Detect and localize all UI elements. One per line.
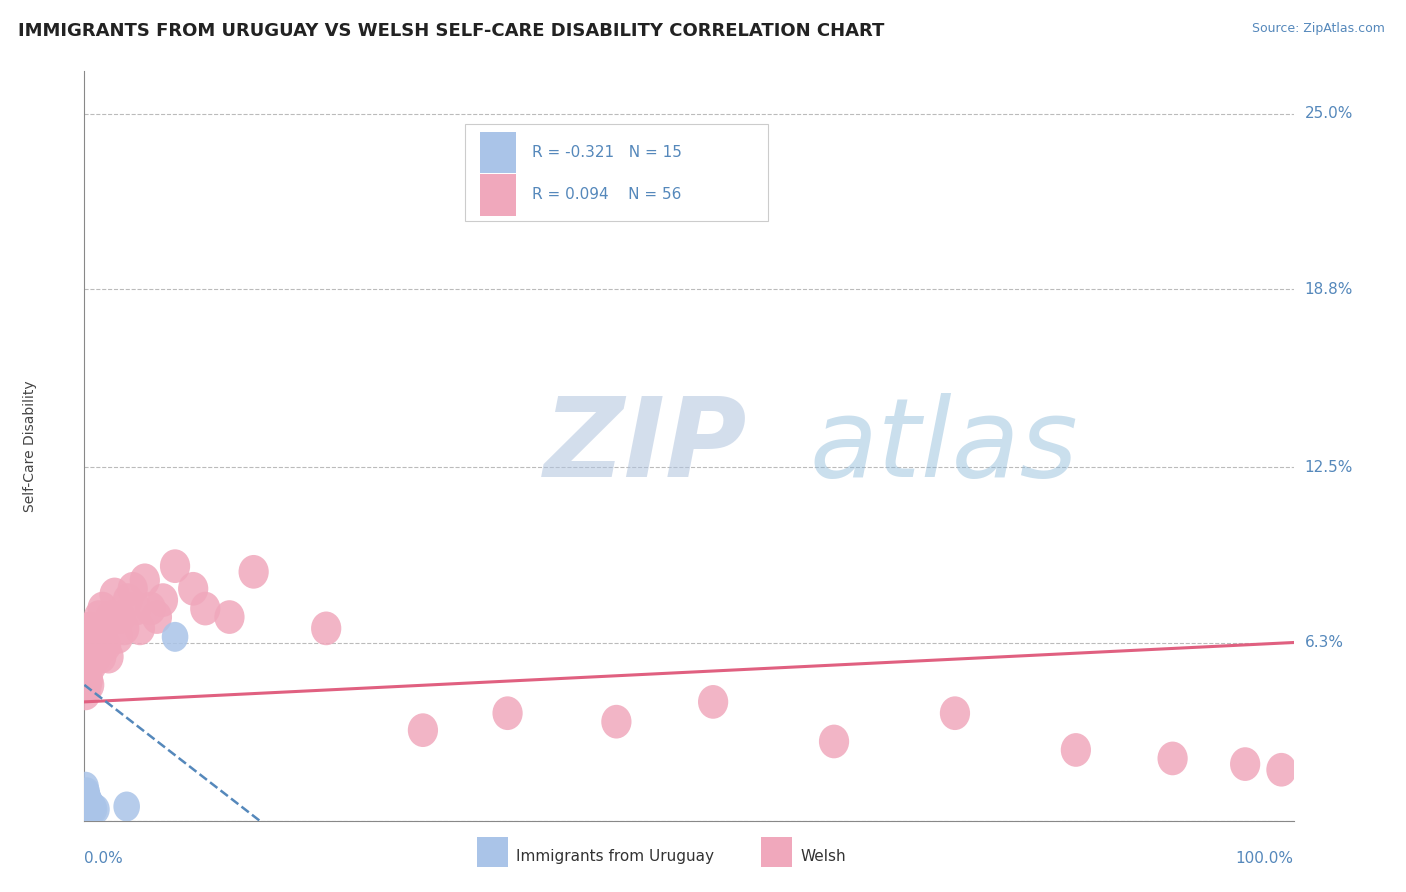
Ellipse shape (408, 714, 439, 747)
Ellipse shape (79, 795, 105, 824)
Ellipse shape (136, 591, 166, 625)
Ellipse shape (86, 640, 117, 673)
Ellipse shape (84, 600, 114, 634)
Ellipse shape (76, 612, 105, 645)
Ellipse shape (73, 780, 100, 810)
Ellipse shape (73, 640, 103, 673)
Ellipse shape (105, 600, 136, 634)
Ellipse shape (179, 572, 208, 606)
Ellipse shape (91, 629, 121, 662)
Ellipse shape (129, 564, 160, 597)
Text: 12.5%: 12.5% (1305, 459, 1353, 475)
Ellipse shape (311, 612, 342, 645)
Ellipse shape (73, 778, 100, 807)
Ellipse shape (80, 795, 107, 824)
Text: 6.3%: 6.3% (1305, 635, 1344, 650)
Ellipse shape (492, 697, 523, 730)
Text: atlas: atlas (810, 392, 1078, 500)
Ellipse shape (72, 629, 101, 662)
Ellipse shape (89, 612, 120, 645)
Ellipse shape (114, 791, 141, 822)
Ellipse shape (72, 648, 101, 682)
Text: IMMIGRANTS FROM URUGUAY VS WELSH SELF-CARE DISABILITY CORRELATION CHART: IMMIGRANTS FROM URUGUAY VS WELSH SELF-CA… (18, 22, 884, 40)
FancyBboxPatch shape (479, 132, 516, 173)
Text: Welsh: Welsh (800, 849, 846, 864)
Ellipse shape (73, 620, 103, 654)
Ellipse shape (80, 634, 110, 668)
Ellipse shape (87, 591, 118, 625)
Text: Source: ZipAtlas.com: Source: ZipAtlas.com (1251, 22, 1385, 36)
Ellipse shape (96, 600, 127, 634)
FancyBboxPatch shape (465, 124, 768, 221)
Ellipse shape (110, 612, 139, 645)
Ellipse shape (73, 663, 103, 696)
Ellipse shape (239, 555, 269, 589)
Ellipse shape (83, 620, 112, 654)
Ellipse shape (70, 676, 101, 710)
Ellipse shape (112, 583, 143, 617)
Ellipse shape (70, 640, 101, 673)
Ellipse shape (118, 572, 148, 606)
Text: Immigrants from Uruguay: Immigrants from Uruguay (516, 849, 714, 864)
Text: Self-Care Disability: Self-Care Disability (22, 380, 37, 512)
Text: 18.8%: 18.8% (1305, 282, 1353, 296)
Ellipse shape (72, 668, 101, 702)
Ellipse shape (1157, 741, 1188, 775)
Text: R = 0.094    N = 56: R = 0.094 N = 56 (531, 187, 681, 202)
Ellipse shape (80, 791, 105, 822)
Ellipse shape (84, 620, 115, 654)
Text: R = -0.321   N = 15: R = -0.321 N = 15 (531, 145, 682, 160)
Ellipse shape (75, 634, 104, 668)
Ellipse shape (77, 791, 104, 822)
Ellipse shape (76, 629, 107, 662)
Ellipse shape (83, 795, 110, 824)
Ellipse shape (1230, 747, 1260, 781)
Ellipse shape (75, 668, 104, 702)
Ellipse shape (214, 600, 245, 634)
Ellipse shape (818, 724, 849, 758)
Ellipse shape (75, 783, 101, 813)
Ellipse shape (697, 685, 728, 719)
Ellipse shape (75, 789, 101, 819)
Ellipse shape (939, 697, 970, 730)
Ellipse shape (76, 791, 103, 822)
Ellipse shape (72, 772, 98, 802)
Text: ZIP: ZIP (544, 392, 748, 500)
Ellipse shape (1060, 733, 1091, 767)
Ellipse shape (100, 578, 129, 611)
Ellipse shape (82, 640, 111, 673)
Ellipse shape (77, 640, 108, 673)
Ellipse shape (142, 600, 172, 634)
Ellipse shape (77, 789, 104, 819)
Ellipse shape (125, 612, 155, 645)
Ellipse shape (79, 620, 110, 654)
Ellipse shape (602, 705, 631, 739)
Ellipse shape (190, 591, 221, 625)
FancyBboxPatch shape (478, 837, 508, 867)
Ellipse shape (162, 622, 188, 652)
Ellipse shape (160, 549, 190, 583)
Ellipse shape (121, 591, 152, 625)
Ellipse shape (76, 786, 103, 816)
Ellipse shape (148, 583, 179, 617)
Ellipse shape (1267, 753, 1296, 787)
FancyBboxPatch shape (479, 174, 516, 216)
Ellipse shape (93, 640, 124, 673)
Text: 25.0%: 25.0% (1305, 106, 1353, 121)
Ellipse shape (75, 648, 104, 682)
Ellipse shape (103, 620, 134, 654)
Text: 100.0%: 100.0% (1236, 851, 1294, 865)
Ellipse shape (76, 648, 107, 682)
FancyBboxPatch shape (762, 837, 792, 867)
Text: 0.0%: 0.0% (84, 851, 124, 865)
Ellipse shape (76, 634, 105, 668)
